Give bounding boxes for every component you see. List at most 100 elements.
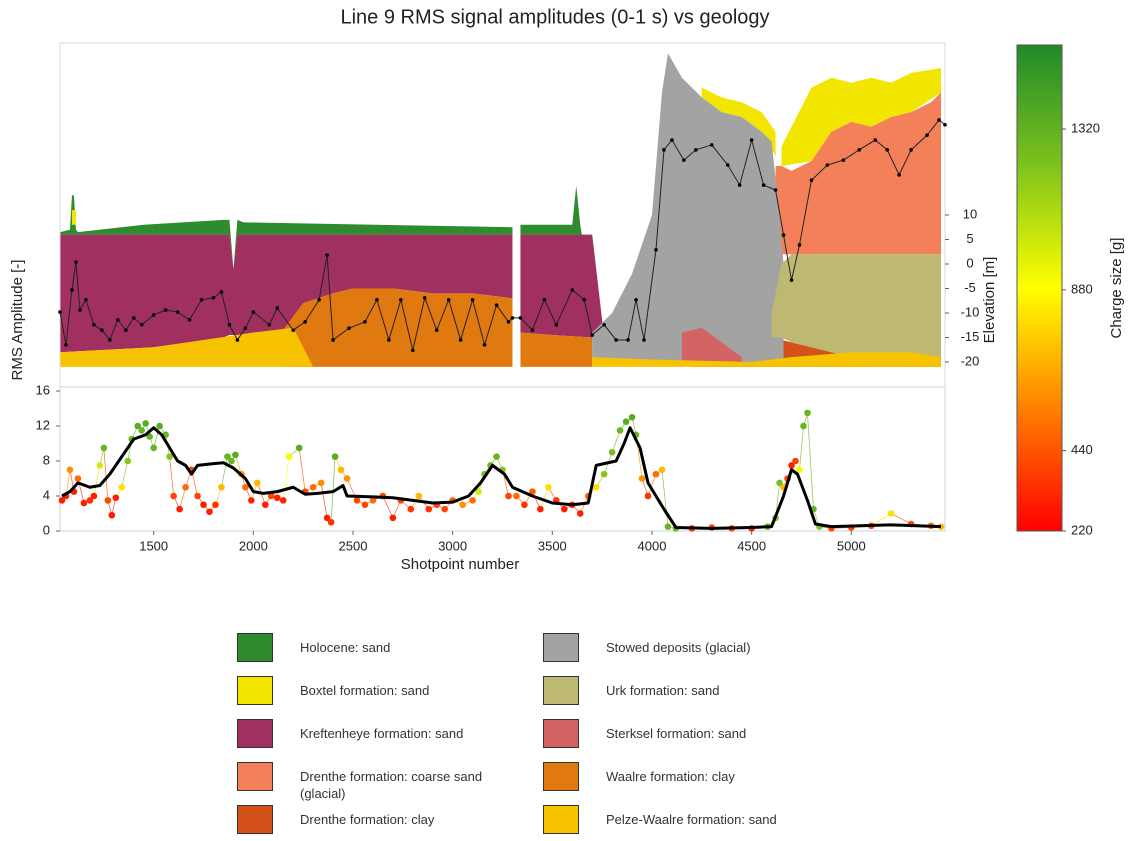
rms-point — [232, 451, 239, 459]
y-tick-label: -20 — [961, 353, 980, 368]
rms-point — [200, 501, 207, 509]
profile-point — [347, 326, 351, 330]
rms-point — [104, 497, 112, 504]
x-tick-label: 2000 — [239, 538, 268, 553]
colorbar-tick-label: 880 — [1071, 281, 1093, 296]
profile-point — [139, 322, 144, 327]
formation-area — [771, 254, 942, 362]
profile-point — [482, 343, 487, 347]
profile-point — [897, 173, 901, 177]
rms-point — [212, 501, 219, 509]
profile-point — [84, 297, 88, 302]
rms-point — [262, 501, 269, 509]
connector — [179, 487, 186, 510]
rms-point — [415, 492, 423, 500]
profile-point — [227, 322, 232, 327]
rms-point — [108, 511, 116, 519]
rms-point — [242, 483, 249, 491]
legend-label: Pelze-Waalre formation: sand — [606, 812, 777, 827]
x-tick-label: 4500 — [737, 538, 766, 553]
profile-point — [857, 148, 862, 152]
profile-point — [151, 313, 156, 317]
legend-swatch — [237, 676, 273, 705]
profile-point — [670, 138, 674, 142]
profile-point — [590, 333, 594, 337]
rms-point — [142, 420, 150, 427]
profile-point — [199, 297, 204, 302]
profile-point — [542, 297, 547, 302]
rms-point — [616, 427, 624, 434]
rms-point — [628, 413, 636, 421]
rms-point — [475, 488, 482, 495]
rms-point — [788, 462, 795, 469]
profile-point — [131, 316, 136, 320]
rms-point — [224, 453, 231, 460]
profile-point — [78, 308, 82, 312]
connector — [121, 460, 129, 488]
profile-point — [163, 308, 168, 312]
connector — [65, 469, 71, 497]
rms-point — [638, 475, 646, 482]
rms-point — [493, 453, 500, 460]
rms-point — [295, 444, 303, 452]
rms-point — [389, 514, 397, 522]
profile-point — [909, 148, 913, 152]
moving-average — [61, 426, 942, 530]
profile-point — [943, 123, 947, 127]
profile-point — [267, 322, 272, 327]
connector — [153, 425, 161, 448]
formation-area — [60, 327, 942, 367]
rms-point — [100, 444, 108, 452]
formation-area — [71, 68, 942, 225]
rms-point — [407, 505, 415, 513]
rms-point — [327, 518, 335, 526]
rms-point — [545, 483, 552, 491]
profile-point — [175, 310, 180, 314]
legend-label: Boxtel formation: sand — [300, 683, 430, 698]
profile-point — [570, 288, 575, 292]
x-tick-label: 3000 — [438, 538, 467, 553]
y-tick-label: 10 — [963, 206, 977, 221]
rms-point — [170, 492, 177, 500]
elevation-label: Elevation [m] — [981, 257, 998, 344]
rms-point — [600, 470, 608, 478]
rms-point — [150, 444, 157, 452]
profile-point — [761, 183, 766, 187]
profile-point — [387, 338, 391, 342]
x-tick-label: 2500 — [339, 538, 368, 553]
rms-point — [279, 497, 287, 504]
rms-point — [273, 494, 281, 502]
profile-point — [634, 297, 638, 302]
profile-point — [654, 247, 658, 252]
connector — [831, 527, 852, 529]
legend-swatch — [237, 762, 273, 791]
profile-point — [375, 297, 379, 302]
profile-point — [92, 322, 96, 327]
profile-point — [331, 338, 335, 342]
profile-point — [789, 278, 794, 282]
profile-point — [873, 138, 878, 142]
rms-point — [112, 494, 120, 502]
legend-label: Kreftenheye formation: sand — [300, 726, 464, 741]
rms-point — [343, 475, 351, 482]
connector — [235, 454, 242, 475]
profile-point — [411, 348, 415, 353]
connector — [807, 412, 814, 510]
legend-swatch — [543, 805, 579, 834]
rms-point — [887, 510, 895, 517]
rms-point — [331, 453, 339, 460]
rms-point — [166, 453, 173, 460]
colorbar-tick-label: 440 — [1071, 442, 1093, 457]
rms-label: RMS Amplitude [-] — [9, 260, 26, 381]
rms-point — [361, 501, 369, 509]
rms-point — [529, 488, 536, 495]
profile-point — [187, 318, 192, 322]
profile-point — [74, 260, 78, 264]
rms-point — [146, 433, 153, 440]
rms-point — [134, 422, 142, 430]
connector — [661, 469, 669, 527]
profile-point — [682, 158, 686, 162]
formation-area — [775, 92, 942, 255]
rms-point — [425, 505, 433, 513]
